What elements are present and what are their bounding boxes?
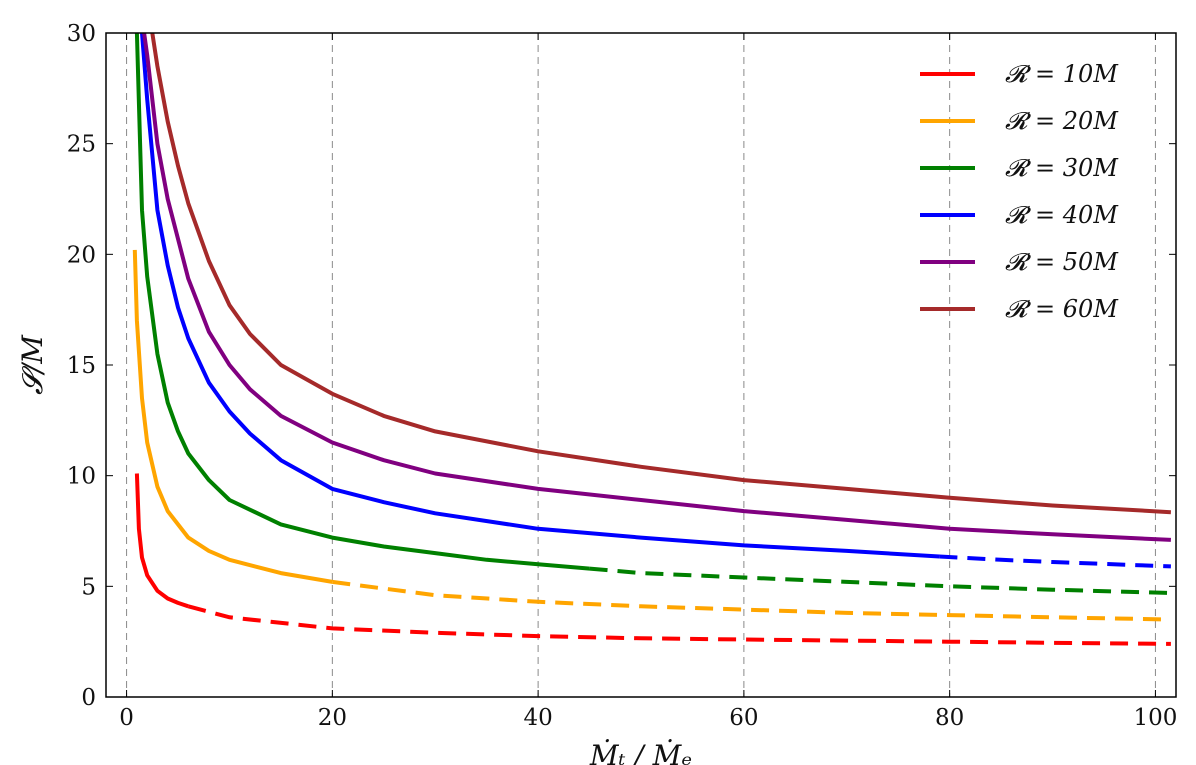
- y-tick-label-4: 20: [67, 242, 96, 268]
- series-2: [134, 33, 1171, 595]
- legend-label-1: 𝓡 = 20M: [1005, 107, 1119, 135]
- series-0-solid-line: [134, 473, 189, 609]
- y-tick-label-5: 25: [67, 132, 96, 158]
- series-3-solid-line: [140, 33, 940, 559]
- series-0: [134, 473, 1171, 646]
- series-1-solid-line: [132, 249, 333, 584]
- series-0-dashed-line: [187, 604, 1171, 646]
- x-tick-label-0: 0: [119, 705, 134, 731]
- y-axis-label: 𝓢/M: [16, 334, 49, 395]
- series-3-dashed-line: [939, 554, 1171, 569]
- axis-ticks: 0 20 40 60 80 100 0 5 10 15 20 25 30: [67, 21, 1178, 731]
- series-lines: [132, 33, 1172, 646]
- legend-label-0: 𝓡 = 10M: [1005, 60, 1119, 88]
- y-tick-label-0: 0: [81, 685, 96, 711]
- series-2-dashed-line: [589, 566, 1171, 595]
- series-4: [142, 33, 1171, 542]
- y-tick-label-3: 15: [67, 353, 96, 379]
- y-tick-label-2: 10: [67, 464, 96, 490]
- series-5-solid-line: [150, 33, 1172, 515]
- series-1: [132, 249, 1171, 622]
- legend-label-2: 𝓡 = 30M: [1005, 154, 1119, 182]
- legend: 𝓡 = 10M 𝓡 = 20M 𝓡 = 30M 𝓡 = 40M 𝓡 = 50M 𝓡 = 6…: [920, 60, 1119, 323]
- series-5: [150, 33, 1172, 515]
- legend-label-4: 𝓡 = 50M: [1005, 248, 1119, 276]
- x-tick-label-1: 20: [318, 705, 347, 731]
- x-tick-label-5: 100: [1133, 705, 1177, 731]
- legend-label-3: 𝓡 = 40M: [1005, 201, 1119, 229]
- series-1-dashed-line: [332, 579, 1171, 622]
- legend-label-5: 𝓡 = 60M: [1005, 295, 1119, 323]
- y-tick-label-1: 5: [81, 574, 96, 600]
- series-2-solid-line: [134, 33, 590, 571]
- x-axis-label: Ṁₜ / Ṁₑ: [589, 739, 692, 765]
- series-4-solid-line: [142, 33, 1171, 542]
- x-tick-label-2: 40: [523, 705, 552, 731]
- series-3: [140, 33, 1171, 569]
- x-tick-label-4: 80: [935, 705, 964, 731]
- x-tick-label-3: 60: [729, 705, 758, 731]
- grid-lines: [126, 33, 1156, 697]
- y-tick-label-6: 30: [67, 21, 96, 47]
